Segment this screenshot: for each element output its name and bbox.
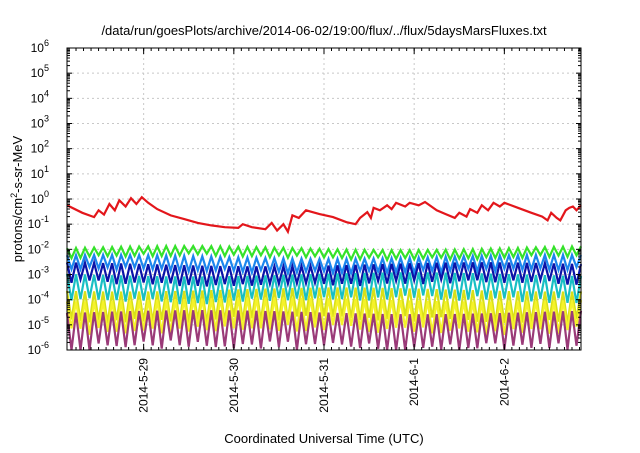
axes: 10-6 10-5 10-4 10-3 10-2 10-1 100 101 102 103 104 1…: [28, 38, 581, 413]
y-tick-label: 10-6: [28, 340, 49, 357]
x-tick-label: 2014-5-30: [227, 358, 241, 413]
y-tick-label: 10-2: [28, 239, 49, 256]
x-tick-label: 2014-5-29: [137, 358, 151, 413]
chart-title: /data/run/goesPlots/archive/2014-06-02/1…: [101, 23, 547, 38]
y-tick-label: 10-5: [28, 315, 49, 332]
y-tick-label: 10-3: [28, 265, 49, 282]
y-tick-label: 10-4: [28, 290, 49, 307]
y-axis-label: protons/cm2-s-sr-MeV: [9, 135, 25, 262]
y-tick-label: 101: [31, 164, 49, 181]
x-tick-label: 2014-6-1: [407, 358, 421, 406]
y-tick-label: 105: [31, 63, 49, 80]
x-axis-label: Coordinated Universal Time (UTC): [224, 431, 423, 446]
x-tick-label: 2014-5-31: [317, 358, 331, 413]
y-tick-label: 106: [31, 38, 49, 55]
y-tick-label: 104: [31, 88, 49, 105]
y-tick-label: 10-1: [28, 214, 49, 231]
y-tick-label: 100: [31, 189, 49, 206]
x-tick-label: 2014-6-2: [497, 358, 511, 406]
y-tick-label: 103: [31, 114, 49, 131]
y-tick-label: 102: [31, 139, 49, 156]
